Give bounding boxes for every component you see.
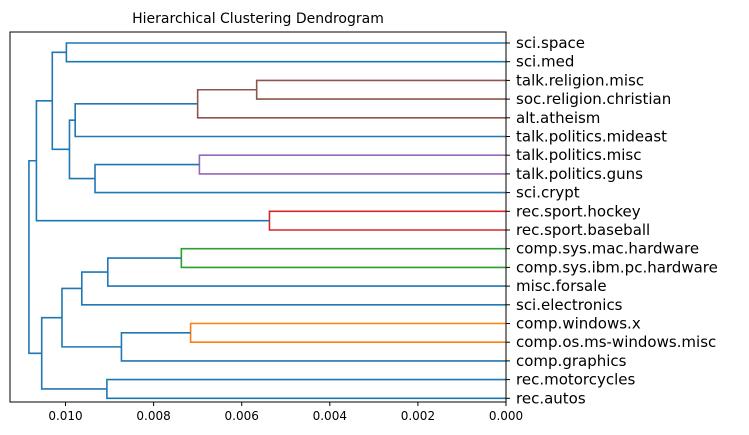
dendrogram-links xyxy=(28,42,506,400)
x-tick-label: 0.004 xyxy=(313,409,347,423)
link-m6 xyxy=(94,163,506,194)
leaf-label: sci.electronics xyxy=(516,296,623,314)
link-m18 xyxy=(40,316,107,390)
leaf-label: sci.crypt xyxy=(516,184,580,202)
link-m8 xyxy=(51,51,70,151)
link-m2 xyxy=(255,79,506,100)
link-m10 xyxy=(35,100,270,222)
link-m17 xyxy=(106,378,506,400)
leaf-label: rec.autos xyxy=(516,389,586,407)
link-m4 xyxy=(74,102,506,138)
plot-frame xyxy=(9,31,507,403)
link-m19 xyxy=(28,159,42,355)
x-tick-label: 0.010 xyxy=(48,409,82,423)
x-tick-label: 0.006 xyxy=(225,409,259,423)
leaf-label: comp.os.ms-windows.misc xyxy=(516,333,716,351)
leaf-label: comp.graphics xyxy=(516,352,627,370)
leaf-label: comp.sys.ibm.pc.hardware xyxy=(516,258,718,276)
leaf-label: talk.politics.misc xyxy=(516,146,641,164)
leaf-label: sci.space xyxy=(516,34,585,52)
x-tick-label: 0.002 xyxy=(401,409,435,423)
leaf-label: comp.windows.x xyxy=(516,315,641,333)
leaf-label: soc.religion.christian xyxy=(516,90,671,108)
chart-title: Hierarchical Clustering Dendrogram xyxy=(132,11,384,27)
x-axis-ticks: 0.010 0.008 0.006 0.004 0.002 0.000 xyxy=(48,402,523,423)
link-m13 xyxy=(81,271,506,306)
leaf-label: misc.forsale xyxy=(516,277,607,295)
leaf-label: rec.sport.baseball xyxy=(516,221,650,239)
link-m5 xyxy=(198,154,506,175)
leaf-label: talk.politics.guns xyxy=(516,165,643,183)
x-tick-label: 0.000 xyxy=(489,409,523,423)
link-m1 xyxy=(65,42,506,63)
leaf-labels: sci.spacesci.medtalk.religion.miscsoc.re… xyxy=(506,34,718,407)
leaf-label: rec.motorcycles xyxy=(516,371,636,389)
link-m9 xyxy=(268,210,506,231)
link-m16 xyxy=(61,287,122,348)
link-m15 xyxy=(120,332,506,362)
link-m7 xyxy=(68,119,96,180)
link-m14 xyxy=(189,322,506,343)
leaf-label: alt.atheism xyxy=(516,109,600,127)
leaf-label: comp.sys.mac.hardware xyxy=(516,240,699,258)
leaf-label: talk.politics.mideast xyxy=(516,128,667,146)
link-m11 xyxy=(180,247,506,269)
leaf-label: talk.religion.misc xyxy=(516,71,644,89)
link-m12 xyxy=(106,257,506,287)
leaf-label: rec.sport.hockey xyxy=(516,202,641,220)
leaf-label: sci.med xyxy=(516,53,574,71)
x-tick-label: 0.008 xyxy=(136,409,170,423)
link-m3 xyxy=(196,88,506,119)
